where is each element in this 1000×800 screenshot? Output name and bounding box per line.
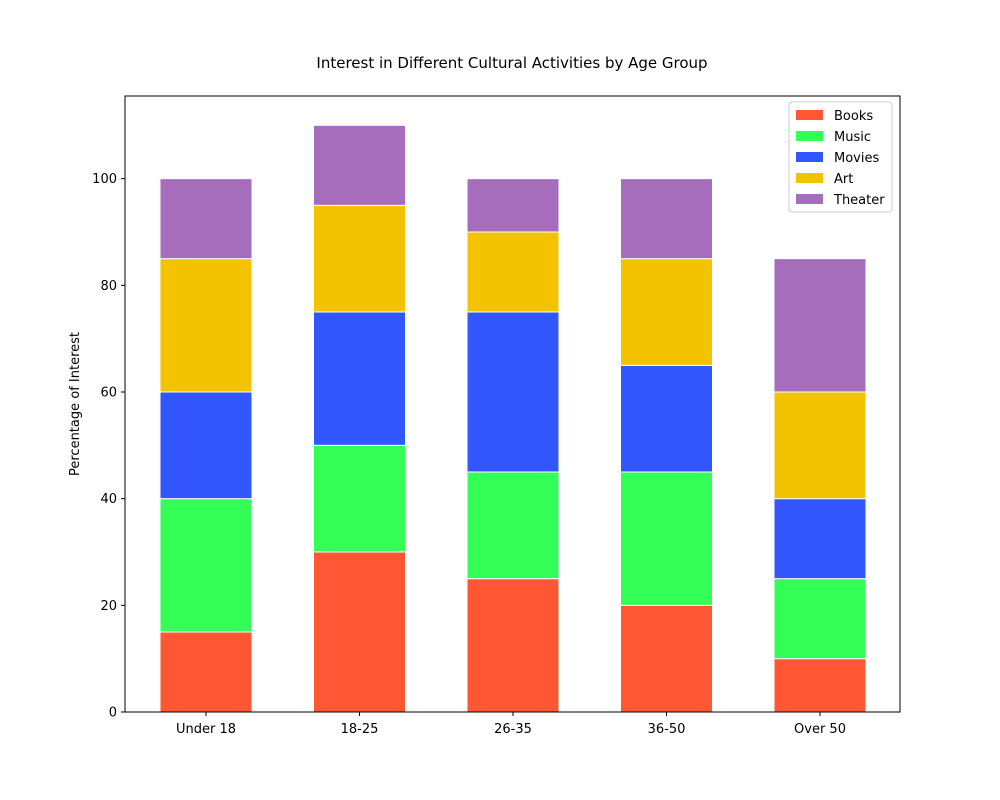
bar-art-1 (313, 204, 406, 313)
bar-music-4 (773, 578, 867, 660)
axes-group: 0 20 40 60 80 100 Under 18 18-25 26-35 36-50 Over … (92, 95, 901, 737)
bars-group (159, 124, 867, 713)
legend-label-movies: Movies (834, 151, 879, 166)
y-axis-label: Percentage of Interest (68, 332, 83, 476)
bar-art-2 (466, 231, 560, 313)
bar-books-2 (466, 578, 560, 713)
bar-theater-2 (466, 178, 560, 233)
y-tick-label: 60 (100, 386, 117, 401)
bar-books-3 (620, 604, 713, 713)
bar-art-3 (620, 258, 713, 366)
y-tick-label: 40 (100, 492, 117, 507)
bar-theater-1 (313, 124, 406, 206)
bar-movies-1 (313, 311, 406, 446)
legend-swatch-movies (796, 152, 823, 162)
bar-movies-2 (466, 311, 560, 473)
x-tick-label: Under 18 (176, 722, 236, 737)
legend-label-art: Art (834, 172, 853, 187)
bar-theater-0 (159, 178, 253, 260)
bar-theater-4 (773, 258, 867, 393)
bar-music-1 (313, 444, 406, 553)
bar-movies-4 (773, 498, 867, 580)
legend-swatch-music (796, 131, 823, 141)
x-tick-label: Over 50 (794, 722, 846, 737)
legend-label-books: Books (834, 109, 873, 124)
chart-title: Interest in Different Cultural Activitie… (316, 54, 707, 72)
y-tick-label: 100 (92, 172, 117, 187)
y-tick-label: 20 (100, 599, 117, 614)
legend-label-music: Music (834, 130, 871, 145)
legend-swatch-art (796, 173, 823, 183)
x-tick-label: 26-35 (494, 722, 532, 737)
bar-music-0 (159, 498, 253, 633)
bar-movies-3 (620, 364, 713, 473)
legend-swatch-books (796, 110, 823, 120)
bar-art-0 (159, 258, 253, 393)
bar-books-4 (773, 658, 867, 713)
legend: Books Music Movies Art Theater (788, 101, 893, 213)
x-tick-label: 18-25 (341, 722, 379, 737)
bar-movies-0 (159, 391, 253, 500)
legend-label-theater: Theater (833, 193, 885, 208)
bar-theater-3 (620, 178, 713, 260)
bar-music-2 (466, 471, 560, 580)
bar-books-0 (159, 631, 253, 713)
bar-books-1 (313, 551, 406, 713)
bar-music-3 (620, 471, 713, 606)
legend-swatch-theater (796, 194, 823, 204)
x-tick-label: 36-50 (648, 722, 686, 737)
bar-art-4 (773, 391, 867, 500)
y-tick-label: 80 (100, 279, 117, 294)
legend-box (788, 101, 893, 213)
y-tick-label: 0 (109, 706, 117, 721)
